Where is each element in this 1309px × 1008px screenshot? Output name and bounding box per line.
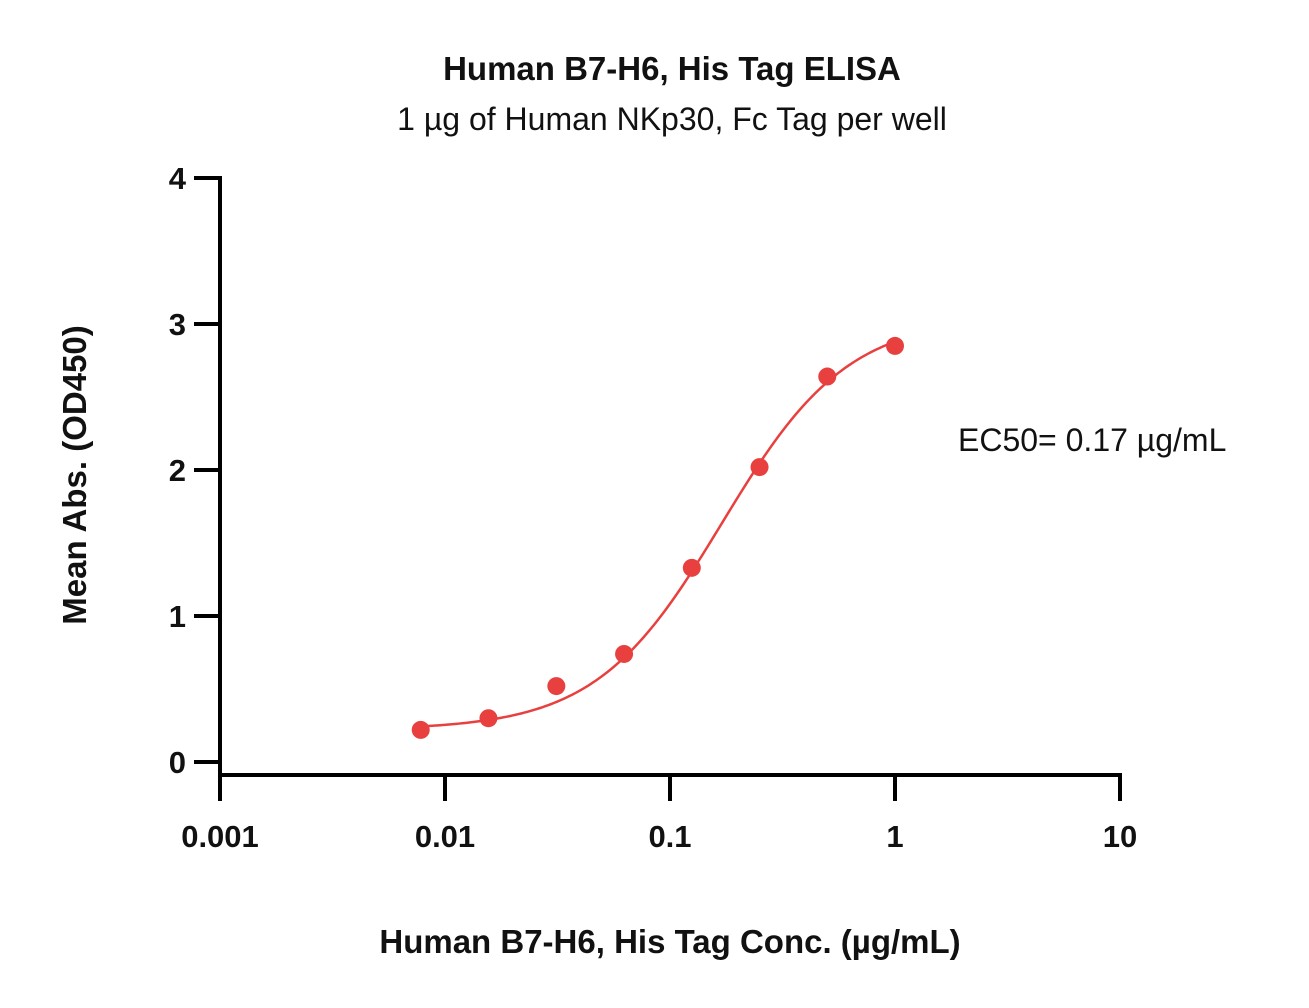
data-point — [818, 367, 837, 386]
y-tick-label: 2 — [169, 453, 186, 488]
ec50-annotation: EC50= 0.17 µg/mL — [958, 422, 1226, 458]
data-point — [411, 720, 430, 739]
data-point — [886, 336, 904, 355]
data-point — [547, 677, 566, 696]
x-tick-label: 10 — [1103, 819, 1137, 854]
y-tick-label: 0 — [169, 745, 186, 780]
fit-curve — [420, 340, 896, 728]
data-points-layer — [411, 336, 904, 739]
x-tick-label: 0.01 — [415, 819, 475, 854]
fit-curve-layer — [420, 340, 896, 728]
y-tick-label: 1 — [169, 599, 186, 634]
y-tick-label: 4 — [169, 161, 187, 196]
x-tick-label: 0.001 — [181, 819, 259, 854]
chart-subtitle: 1 µg of Human NKp30, Fc Tag per well — [397, 101, 947, 137]
y-tick-label: 3 — [169, 307, 186, 342]
data-point — [682, 558, 701, 577]
x-axis-label: Human B7-H6, His Tag Conc. (µg/mL) — [379, 923, 960, 960]
y-axis: 0 1 2 3 4 — [169, 161, 222, 780]
x-axis: 0.001 0.01 0.1 1 10 — [181, 773, 1137, 854]
x-tick-label: 0.1 — [648, 819, 691, 854]
data-point — [615, 644, 634, 663]
x-tick-label: 1 — [886, 819, 903, 854]
data-point — [479, 709, 498, 728]
chart-title: Human B7-H6, His Tag ELISA — [443, 50, 901, 87]
data-point — [750, 458, 769, 477]
y-axis-label: Mean Abs. (OD450) — [56, 325, 93, 625]
